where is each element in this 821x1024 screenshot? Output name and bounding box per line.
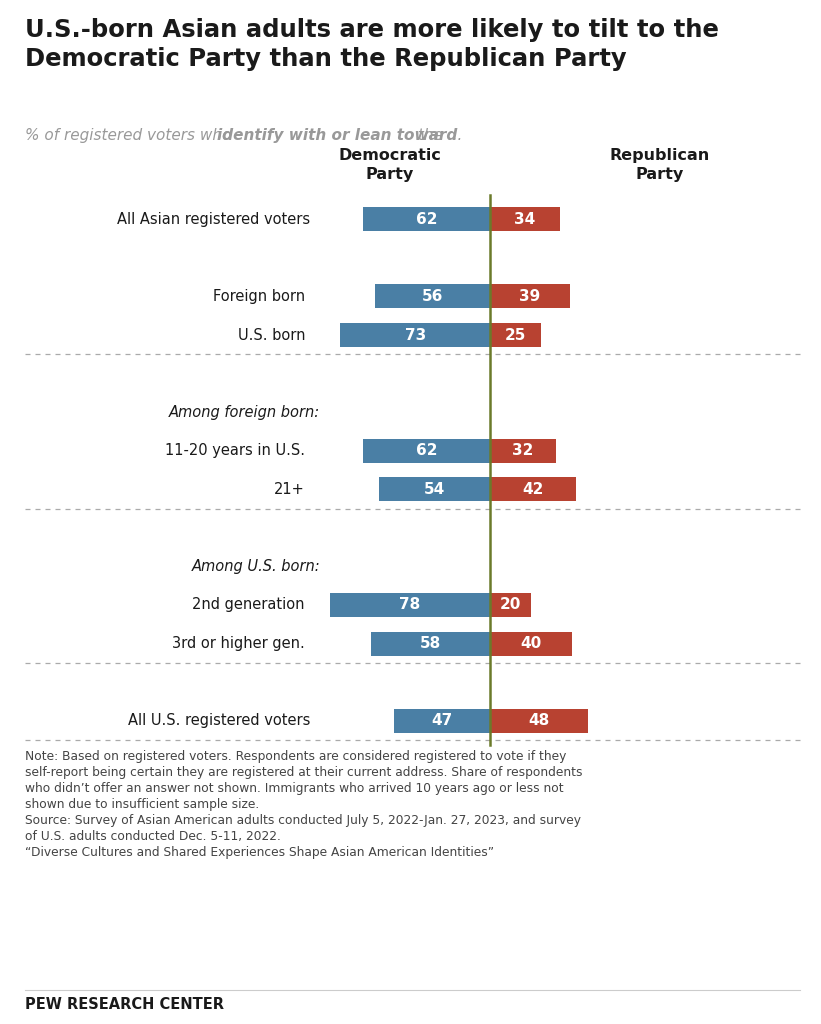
Text: 62: 62 [415, 443, 438, 458]
Text: Republican
Party: Republican Party [610, 148, 710, 181]
Text: who didn’t offer an answer not shown. Immigrants who arrived 10 years ago or les: who didn’t offer an answer not shown. Im… [25, 782, 564, 795]
Text: 21+: 21+ [274, 481, 305, 497]
Text: Democratic
Party: Democratic Party [338, 148, 442, 181]
Text: 73: 73 [405, 328, 426, 342]
Text: U.S.-born Asian adults are more likely to tilt to the
Democratic Party than the : U.S.-born Asian adults are more likely t… [25, 18, 719, 71]
Bar [330, 593, 490, 616]
Text: of U.S. adults conducted Dec. 5-11, 2022.: of U.S. adults conducted Dec. 5-11, 2022… [25, 830, 281, 843]
Text: 56: 56 [422, 289, 443, 304]
Text: the ...: the ... [413, 128, 462, 143]
Text: identify with or lean toward: identify with or lean toward [217, 128, 457, 143]
Bar [490, 593, 531, 616]
Text: “Diverse Cultures and Shared Experiences Shape Asian American Identities”: “Diverse Cultures and Shared Experiences… [25, 846, 494, 859]
Text: 54: 54 [424, 481, 445, 497]
Text: 58: 58 [420, 636, 441, 651]
Text: 78: 78 [400, 597, 420, 612]
Text: 3rd or higher gen.: 3rd or higher gen. [172, 636, 305, 651]
Text: 2nd generation: 2nd generation [192, 597, 305, 612]
Text: 20: 20 [500, 597, 521, 612]
Bar [363, 438, 490, 463]
Bar [341, 323, 490, 347]
Text: Among U.S. born:: Among U.S. born: [191, 559, 320, 573]
Text: 42: 42 [522, 481, 544, 497]
Bar [363, 207, 490, 231]
Bar [490, 323, 541, 347]
Bar [393, 709, 490, 732]
Bar [490, 438, 556, 463]
Text: 39: 39 [520, 289, 540, 304]
Text: PEW RESEARCH CENTER: PEW RESEARCH CENTER [25, 997, 224, 1012]
Text: All U.S. registered voters: All U.S. registered voters [127, 713, 310, 728]
Text: Source: Survey of Asian American adults conducted July 5, 2022-Jan. 27, 2023, an: Source: Survey of Asian American adults … [25, 814, 581, 827]
Text: Foreign born: Foreign born [213, 289, 305, 304]
Text: 34: 34 [514, 212, 535, 226]
Text: Note: Based on registered voters. Respondents are considered registered to vote : Note: Based on registered voters. Respon… [25, 750, 566, 763]
Text: 25: 25 [505, 328, 526, 342]
Text: U.S. born: U.S. born [237, 328, 305, 342]
Bar [379, 477, 490, 501]
Bar [490, 477, 576, 501]
Text: 32: 32 [512, 443, 534, 458]
Text: shown due to insufficient sample size.: shown due to insufficient sample size. [25, 798, 259, 811]
Text: 62: 62 [415, 212, 438, 226]
Bar [371, 632, 490, 655]
Text: Among foreign born:: Among foreign born: [169, 404, 320, 420]
Bar [490, 709, 589, 732]
Text: 40: 40 [521, 636, 542, 651]
Text: 11-20 years in U.S.: 11-20 years in U.S. [165, 443, 305, 458]
Text: 47: 47 [431, 713, 452, 728]
Text: % of registered voters who: % of registered voters who [25, 128, 236, 143]
Text: 48: 48 [529, 713, 550, 728]
Bar [490, 632, 572, 655]
Text: self-report being certain they are registered at their current address. Share of: self-report being certain they are regis… [25, 766, 583, 779]
Text: All Asian registered voters: All Asian registered voters [117, 212, 310, 226]
Bar [375, 285, 490, 308]
Bar [490, 207, 560, 231]
Bar [490, 285, 570, 308]
